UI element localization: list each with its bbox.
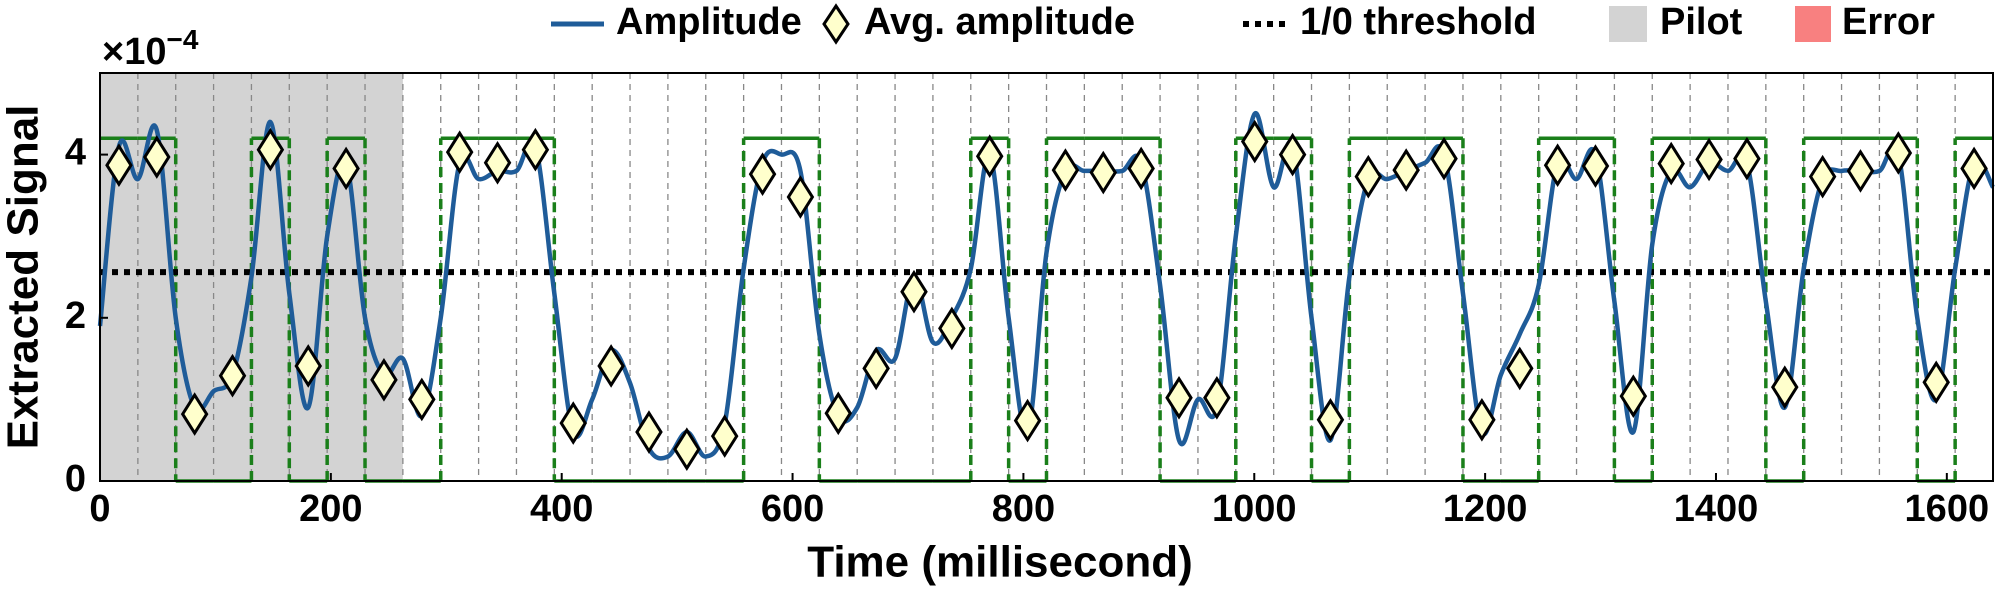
avg-diamond bbox=[1013, 398, 1042, 443]
avg-diamond bbox=[1051, 148, 1080, 192]
avg-diamond bbox=[938, 306, 966, 351]
legend-error-icon bbox=[1795, 6, 1831, 42]
legend-pilot-icon bbox=[1609, 6, 1647, 42]
avg-diamond bbox=[105, 143, 133, 188]
y-tick-label: 2 bbox=[65, 295, 86, 337]
avg-diamond bbox=[370, 358, 398, 402]
avg-diamond bbox=[1430, 136, 1458, 181]
avg-diamond bbox=[1960, 146, 1988, 191]
legend-label: Amplitude bbox=[616, 1, 802, 43]
avg-diamond bbox=[1846, 149, 1875, 193]
avg-diamond bbox=[1392, 148, 1420, 192]
y-tick-label: 4 bbox=[65, 132, 86, 174]
avg-diamond bbox=[1619, 374, 1648, 418]
legend: Amplitude Avg. amplitude 1/0 threshold Pilo… bbox=[551, 1, 1935, 45]
avg-diamond bbox=[1316, 397, 1345, 442]
avg-diamond bbox=[1808, 154, 1837, 199]
avg-diamond bbox=[1165, 375, 1193, 420]
plot-frame bbox=[99, 72, 1994, 482]
avg-diamond bbox=[1203, 375, 1231, 420]
axis-multiplier: ×10−4 bbox=[102, 24, 199, 73]
legend-diamond-icon bbox=[822, 3, 850, 45]
avg-diamond bbox=[256, 127, 285, 172]
avg-diamond bbox=[1505, 346, 1534, 391]
avg-diamond bbox=[1695, 137, 1723, 182]
avg-diamond bbox=[1657, 141, 1685, 186]
x-axis-label: Time (millisecond) bbox=[807, 538, 1193, 587]
x-tick-label: 800 bbox=[992, 488, 1055, 530]
x-tick-label: 400 bbox=[530, 488, 593, 530]
x-tick-label: 200 bbox=[299, 488, 362, 530]
avg-diamond bbox=[975, 134, 1004, 179]
legend-label: Avg. amplitude bbox=[864, 1, 1135, 43]
avg-diamond bbox=[1468, 397, 1496, 442]
x-tick-label: 600 bbox=[761, 488, 824, 530]
x-tick-label: 1600 bbox=[1905, 488, 1990, 530]
avg-diamond bbox=[559, 401, 588, 445]
avg-diamond bbox=[1127, 146, 1155, 191]
avg-diamond bbox=[597, 344, 625, 388]
avg-diamond bbox=[748, 152, 777, 196]
legend-label: Error bbox=[1842, 1, 1935, 43]
avg-diamond bbox=[824, 391, 853, 436]
avg-diamond bbox=[1770, 365, 1799, 409]
avg-diamond bbox=[1543, 143, 1572, 188]
avg-diamond bbox=[900, 269, 928, 314]
x-tick-label: 1200 bbox=[1443, 488, 1528, 530]
avg-diamond bbox=[332, 146, 360, 191]
avg-diamond bbox=[483, 140, 512, 185]
avg-diamond bbox=[1354, 154, 1383, 199]
avg-diamond bbox=[786, 175, 815, 219]
multiplier-base: ×10 bbox=[102, 31, 166, 73]
avg-diamond bbox=[408, 377, 436, 422]
avg-diamond bbox=[1089, 150, 1118, 195]
avg-diamond bbox=[635, 410, 663, 454]
multiplier-exp: −4 bbox=[166, 24, 198, 55]
x-tick-label: 1000 bbox=[1212, 488, 1297, 530]
avg-diamond bbox=[862, 346, 890, 391]
avg-diamond bbox=[1240, 119, 1269, 164]
avg-diamond bbox=[445, 130, 474, 174]
avg-diamond bbox=[294, 344, 323, 388]
legend-label: Pilot bbox=[1660, 1, 1743, 43]
legend-label: 1/0 threshold bbox=[1300, 1, 1537, 43]
avg-diamond bbox=[180, 392, 209, 436]
x-tick-label: 0 bbox=[89, 488, 110, 530]
avg-diamond bbox=[1922, 360, 1950, 405]
y-axis-label: Extracted Signal bbox=[0, 105, 48, 450]
avg-diamond bbox=[1884, 131, 1913, 175]
avg-diamond bbox=[1581, 144, 1610, 188]
avg-diamond bbox=[1278, 132, 1307, 177]
x-tick-label: 1400 bbox=[1674, 488, 1759, 530]
avg-diamond bbox=[1733, 136, 1761, 181]
avg-diamond bbox=[710, 414, 739, 458]
avg-diamond bbox=[521, 127, 550, 172]
avg-diamond bbox=[673, 427, 701, 471]
avg-diamond bbox=[218, 353, 247, 398]
avg-diamond bbox=[143, 135, 171, 179]
y-tick-label: 0 bbox=[65, 458, 86, 500]
